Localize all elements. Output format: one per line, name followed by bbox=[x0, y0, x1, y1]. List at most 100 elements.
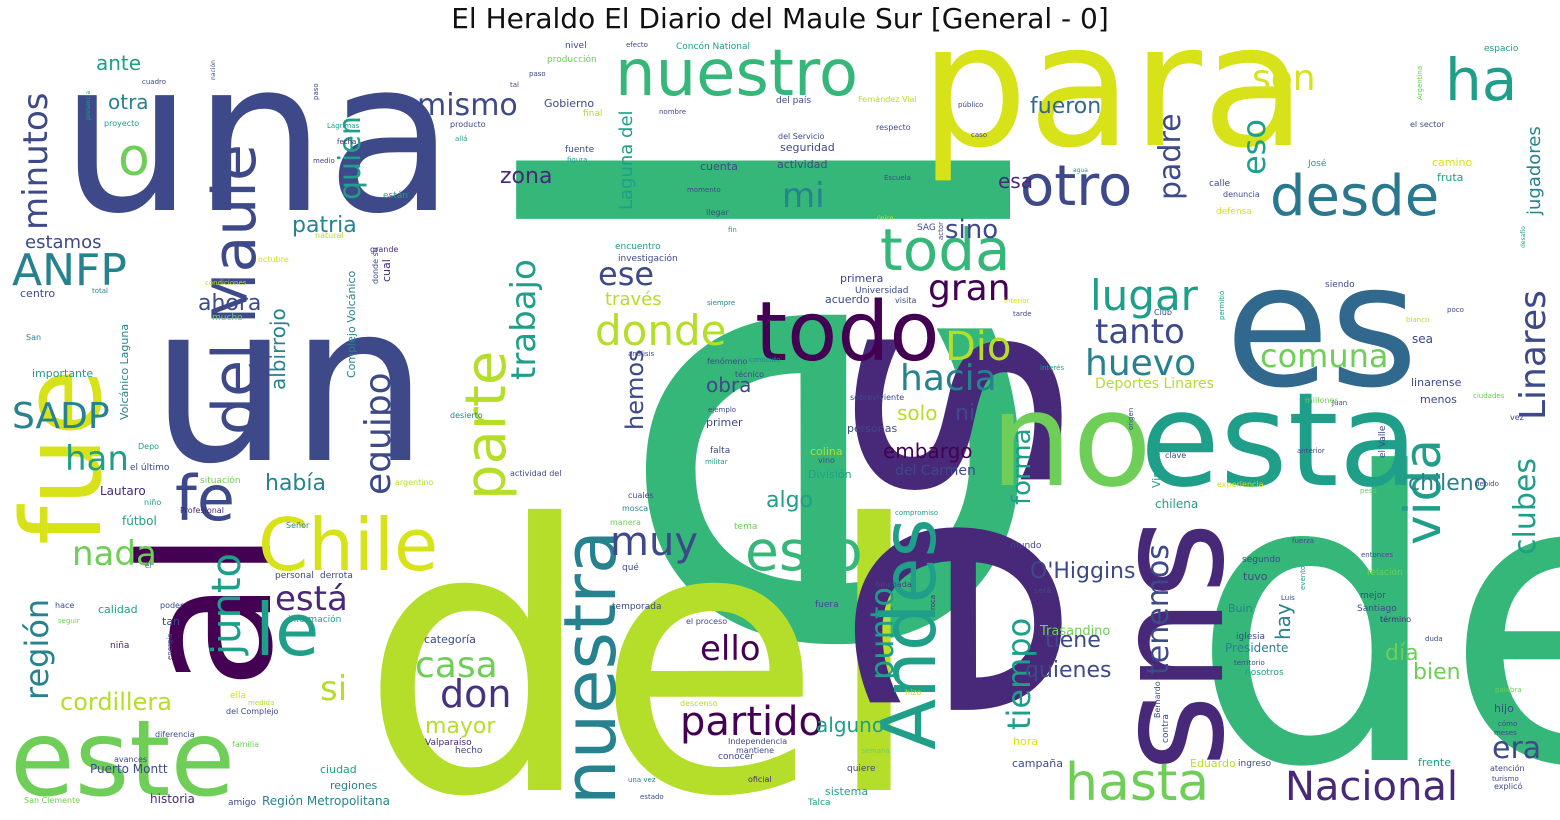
cloud-word: poco bbox=[1447, 306, 1464, 314]
cloud-word: centro bbox=[20, 287, 55, 300]
cloud-word: trabajo bbox=[504, 259, 544, 380]
cloud-word: parte bbox=[454, 351, 519, 500]
cloud-word: condiciones bbox=[205, 279, 247, 287]
cloud-word: partido bbox=[680, 699, 823, 745]
cloud-word: hemos bbox=[621, 349, 649, 430]
cloud-word: Virgen del bbox=[1150, 432, 1163, 488]
cloud-word: hacia bbox=[900, 358, 997, 399]
cloud-word: ciudad bbox=[320, 763, 357, 776]
cloud-word: llegar bbox=[706, 208, 729, 217]
cloud-word: Deportes Linares bbox=[1095, 376, 1214, 392]
cloud-word: vez bbox=[1510, 413, 1524, 422]
cloud-word: región bbox=[18, 599, 56, 700]
cloud-word: tarde bbox=[1013, 310, 1032, 318]
cloud-word: cómo bbox=[1498, 720, 1517, 728]
cloud-word: militar bbox=[705, 458, 728, 466]
cloud-word: segundo bbox=[1242, 555, 1281, 565]
cloud-word: primer bbox=[706, 416, 743, 429]
cloud-word: Valparaíso bbox=[425, 738, 472, 748]
cloud-word: hizo bbox=[905, 688, 921, 697]
cloud-word: hecho bbox=[455, 746, 483, 756]
cloud-word: Puerto Montt bbox=[90, 762, 168, 776]
cloud-word: poder bbox=[160, 601, 184, 610]
cloud-word: ese bbox=[598, 255, 654, 293]
cloud-word: Volcánico Laguna bbox=[118, 324, 131, 420]
cloud-word: cuales bbox=[628, 491, 654, 500]
cloud-word: mayor bbox=[425, 714, 496, 739]
cloud-word: chilena bbox=[1155, 497, 1198, 511]
cloud-word: ANFP bbox=[12, 245, 127, 296]
cloud-word: al bbox=[104, 530, 313, 690]
cloud-word: información bbox=[288, 614, 341, 625]
cloud-word: turismo bbox=[1492, 775, 1519, 783]
cloud-word: desde bbox=[1270, 164, 1439, 229]
cloud-word: SADP bbox=[12, 396, 110, 437]
cloud-word: importante bbox=[32, 367, 93, 380]
cloud-word: niña bbox=[110, 641, 129, 651]
cloud-word: clubes bbox=[1508, 458, 1543, 555]
cloud-word: patria bbox=[292, 213, 357, 238]
cloud-word: nuestro bbox=[615, 37, 858, 111]
cloud-word: compromiso bbox=[895, 509, 938, 517]
cloud-word: el Valle bbox=[1378, 425, 1388, 458]
cloud-word: atención bbox=[1490, 763, 1525, 773]
cloud-word: esto bbox=[745, 519, 863, 583]
cloud-word: quiere bbox=[847, 764, 876, 774]
cloud-word: mejor bbox=[1360, 591, 1386, 601]
cloud-word: tiene bbox=[1045, 628, 1101, 653]
cloud-word: calle bbox=[1209, 179, 1230, 189]
cloud-word: fin bbox=[728, 226, 737, 234]
cloud-word: visita bbox=[895, 296, 916, 305]
cloud-word: acuerdo bbox=[825, 293, 870, 306]
cloud-word: defensa bbox=[1216, 207, 1252, 217]
cloud-word: Andes bbox=[865, 518, 953, 750]
cloud-word: falta bbox=[710, 446, 730, 456]
cloud-word: del bbox=[360, 448, 925, 820]
cloud-word: entonces bbox=[1361, 551, 1393, 559]
cloud-word: final bbox=[583, 109, 602, 119]
cloud-word: padre bbox=[1153, 113, 1188, 200]
cloud-word: manera bbox=[610, 518, 641, 527]
cloud-word: campaña bbox=[1012, 757, 1063, 770]
cloud-word: espacio bbox=[1484, 44, 1519, 54]
cloud-word: iglesia bbox=[1236, 632, 1265, 642]
cloud-word: será bbox=[1034, 586, 1051, 595]
cloud-word: blanco bbox=[1406, 316, 1429, 324]
cloud-word: proyecto bbox=[104, 119, 139, 128]
cloud-word: División bbox=[808, 468, 852, 481]
cloud-word: fue bbox=[0, 369, 126, 545]
cloud-word: gran bbox=[928, 268, 1011, 309]
cloud-word: lugar bbox=[1090, 271, 1199, 320]
cloud-word: descenso bbox=[680, 699, 718, 708]
cloud-word: mismo bbox=[417, 88, 518, 123]
cloud-word: vino bbox=[818, 456, 835, 465]
cloud-word: tan bbox=[162, 615, 180, 628]
cloud-word: hora bbox=[1013, 735, 1038, 748]
cloud-word: conocer bbox=[718, 752, 754, 762]
cloud-word: fútbol bbox=[122, 514, 157, 528]
cloud-word: fenómeno bbox=[707, 356, 747, 366]
cloud-word: total bbox=[92, 287, 108, 295]
cloud-word: millones bbox=[1305, 396, 1339, 405]
cloud-word: origen bbox=[1127, 408, 1135, 430]
cloud-word: sistema bbox=[825, 785, 868, 798]
cloud-word: donde bbox=[595, 306, 726, 355]
cloud-word: mantiene bbox=[736, 746, 774, 755]
cloud-word: Profesional bbox=[180, 506, 224, 515]
cloud-word: cuadro bbox=[142, 78, 166, 86]
cloud-word: agua bbox=[1073, 167, 1088, 174]
cloud-word: es bbox=[1225, 228, 1418, 426]
cloud-word: linarense bbox=[1411, 376, 1462, 389]
cloud-word: ejemplo bbox=[708, 406, 736, 414]
cloud-word: Trasandino bbox=[1039, 624, 1110, 639]
cloud-word: minutos bbox=[16, 92, 56, 230]
cloud-word: seguir bbox=[58, 617, 80, 625]
cloud-word: donde se bbox=[371, 247, 380, 284]
cloud-word: estamos bbox=[25, 232, 101, 253]
cloud-word: hay bbox=[1271, 603, 1295, 640]
cloud-word: esa bbox=[998, 169, 1033, 193]
cloud-word: embargo bbox=[883, 439, 973, 463]
cloud-word: el último bbox=[130, 463, 170, 473]
cloud-word: son bbox=[1252, 58, 1316, 99]
